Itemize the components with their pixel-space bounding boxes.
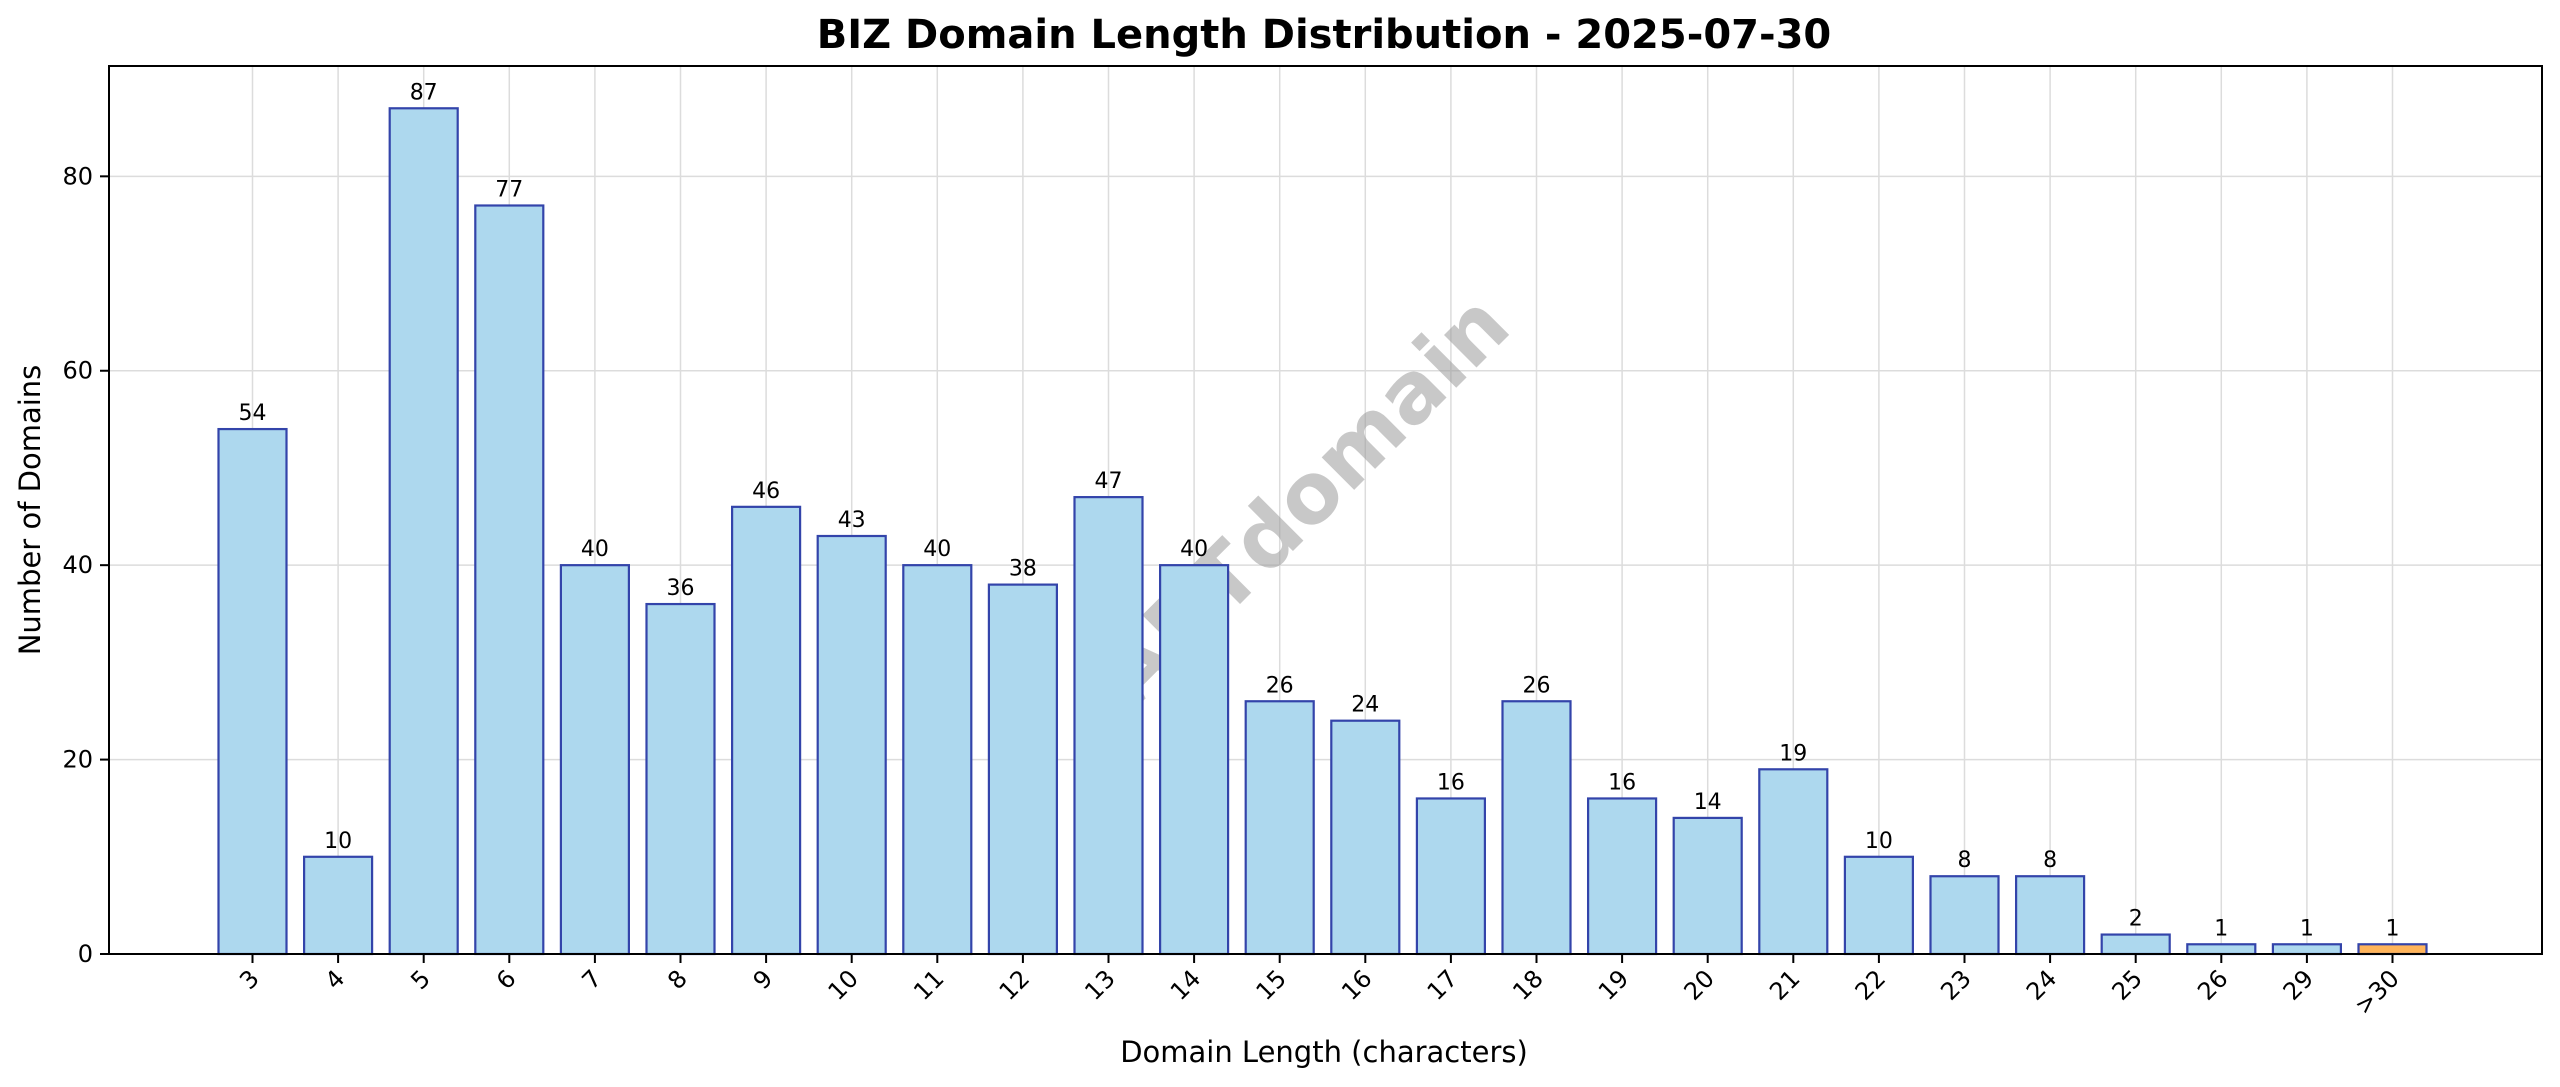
bar — [1586, 797, 1658, 956]
x-tick-label: 10 — [823, 964, 864, 1005]
bar — [987, 583, 1059, 956]
bar — [303, 855, 374, 956]
bar-value-label: 26 — [1523, 673, 1551, 698]
y-axis-ticks: 0 20 40 60 80 — [62, 162, 109, 968]
x-tick-label: 4 — [320, 964, 351, 995]
x-tick-label: 14 — [1165, 964, 1206, 1005]
x-tick-label: 26 — [2192, 964, 2233, 1005]
bar — [1758, 768, 1829, 956]
bar — [645, 602, 716, 956]
bar — [2014, 875, 2086, 956]
y-tick-label: 80 — [62, 162, 93, 190]
bar-value-label: 8 — [2043, 848, 2057, 873]
x-tick-label: 20 — [1679, 964, 1720, 1005]
bar — [2357, 943, 2428, 956]
x-tick-label: 16 — [1336, 964, 1377, 1005]
x-tick-label: 23 — [1935, 964, 1976, 1005]
x-tick-label: 25 — [2107, 964, 2148, 1005]
x-tick-label: 21 — [1764, 964, 1805, 1005]
x-tick-label: 29 — [2278, 964, 2319, 1005]
bar-value-label: 19 — [1779, 741, 1807, 766]
x-axis-label: Domain Length (characters) — [1120, 1035, 1528, 1069]
bar-value-label: 1 — [2386, 916, 2400, 941]
x-tick-label: 7 — [577, 964, 608, 995]
x-tick-label: 6 — [491, 964, 522, 995]
bar — [1672, 816, 1743, 956]
bar — [902, 564, 973, 956]
bar — [2100, 933, 2171, 956]
bar-value-label: 43 — [838, 508, 866, 533]
bar — [217, 427, 288, 956]
x-tick-label: 9 — [748, 964, 779, 995]
bars — [217, 107, 2428, 956]
x-tick-label: 11 — [908, 964, 949, 1005]
x-tick-label: 5 — [405, 964, 436, 995]
bar — [1501, 700, 1572, 956]
x-axis-ticks: 3 4 5 6 7 8 9 10 11 12 13 14 15 16 17 18 19 20 21 22 23 24 25 2… — [234, 954, 2405, 1020]
bar-value-label: 10 — [324, 829, 352, 854]
bar-value-label: 16 — [1437, 770, 1465, 795]
chart-title: BIZ Domain Length Distribution - 2025-07… — [817, 12, 1832, 58]
bar — [388, 107, 459, 956]
bar — [1158, 564, 1230, 956]
bar — [559, 564, 631, 956]
bar-value-label: 26 — [1266, 673, 1294, 698]
bar — [1929, 875, 2000, 956]
x-tick-label: 12 — [994, 964, 1035, 1005]
bar-value-label: 38 — [1009, 557, 1037, 582]
x-tick-label: >30 — [2349, 964, 2405, 1020]
bar-value-label: 1 — [2300, 916, 2314, 941]
bar — [1244, 700, 1315, 956]
bar — [2271, 943, 2342, 956]
x-tick-label: 22 — [1850, 964, 1891, 1005]
bar-value-label: 40 — [1180, 537, 1208, 562]
bar — [2186, 943, 2257, 956]
bar-value-label: 36 — [667, 576, 695, 601]
bar-value-label: 14 — [1694, 790, 1722, 815]
bar — [1415, 797, 1487, 956]
bar-value-label: 1 — [2214, 916, 2228, 941]
data-labels: 54 10 87 77 40 36 46 43 40 38 47 40 26 24 16 26 16 14 19 10… — [239, 80, 2400, 941]
y-tick-label: 0 — [78, 940, 93, 968]
x-tick-label: 15 — [1251, 964, 1292, 1005]
bar — [1330, 719, 1401, 956]
x-tick-label: 13 — [1079, 964, 1120, 1005]
bar — [1843, 855, 1915, 956]
bar — [816, 534, 887, 956]
bar-value-label: 47 — [1095, 469, 1123, 494]
x-tick-label: 17 — [1422, 964, 1463, 1005]
bar-value-label: 40 — [923, 537, 951, 562]
y-axis-label: Number of Domains — [13, 365, 47, 656]
x-tick-label: 8 — [662, 964, 693, 995]
bar — [474, 204, 545, 956]
x-tick-label: 18 — [1507, 964, 1548, 1005]
bar-value-label: 40 — [581, 537, 609, 562]
bar-value-label: 8 — [1958, 848, 1972, 873]
x-tick-label: 24 — [2021, 964, 2062, 1005]
bar — [730, 505, 802, 956]
bar-value-label: 77 — [495, 177, 523, 202]
bar-value-label: 10 — [1865, 829, 1893, 854]
bar-value-label: 87 — [410, 80, 438, 105]
bar-value-label: 16 — [1608, 770, 1636, 795]
x-tick-label: 3 — [234, 964, 265, 995]
y-tick-label: 20 — [62, 746, 93, 774]
bar-value-label: 54 — [239, 401, 267, 426]
bar-value-label: 2 — [2129, 907, 2143, 932]
y-tick-label: 40 — [62, 551, 93, 579]
watermark: ABTdomain — [1079, 275, 1528, 724]
x-tick-label: 19 — [1593, 964, 1634, 1005]
bar-value-label: 24 — [1351, 693, 1379, 718]
bar — [1073, 496, 1144, 956]
plot-frame — [108, 65, 2543, 955]
bar-value-label: 46 — [752, 479, 780, 504]
y-tick-label: 60 — [62, 357, 93, 385]
